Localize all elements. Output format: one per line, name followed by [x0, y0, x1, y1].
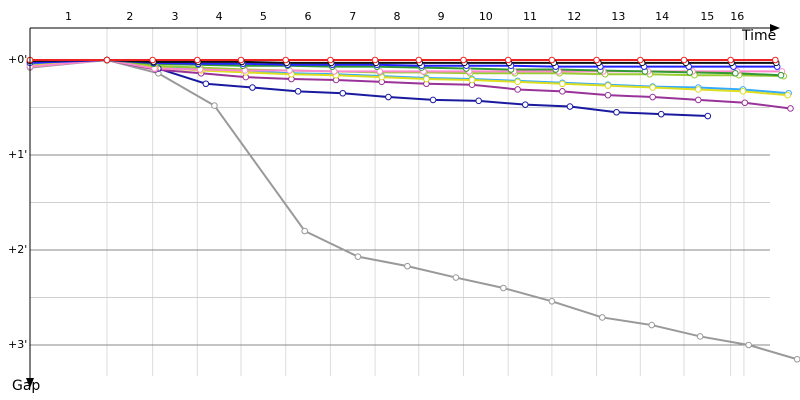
data-point: [559, 88, 566, 95]
data-point: [423, 75, 430, 83]
data-point: [294, 88, 302, 95]
grid: [29, 28, 770, 376]
lap-label: 6: [305, 10, 312, 23]
data-point: [475, 97, 482, 105]
lap-label: 15: [700, 10, 714, 23]
data-point: [202, 80, 210, 88]
data-point: [415, 56, 423, 64]
data-point: [460, 56, 467, 64]
data-point: [696, 333, 704, 340]
data-point: [745, 341, 752, 349]
data-point: [211, 102, 218, 109]
data-point: [354, 253, 362, 260]
data-point: [649, 93, 656, 101]
data-point: [784, 91, 791, 99]
data-point: [593, 56, 600, 64]
data-point: [548, 56, 556, 64]
data-point: [686, 69, 694, 76]
data-point: [657, 110, 665, 118]
lap-label: 5: [260, 10, 267, 23]
y-tick-label: +3': [8, 338, 27, 351]
data-point: [694, 96, 702, 104]
lap-label: 14: [655, 10, 669, 23]
data-point: [648, 321, 656, 329]
lap-label: 13: [611, 10, 625, 23]
y-tick-label: +0': [8, 53, 27, 66]
lap-label: 11: [523, 10, 537, 23]
y-axis-arrow: [26, 378, 34, 388]
data-point: [376, 68, 384, 75]
y-tick-label: +2': [8, 243, 27, 256]
data-point: [237, 56, 245, 64]
data-point: [339, 89, 347, 97]
x-axis-label: Time: [741, 28, 776, 44]
data-point: [282, 56, 290, 64]
data-point: [301, 227, 309, 235]
data-point: [793, 355, 800, 363]
data-point: [514, 86, 521, 93]
lap-label: 12: [567, 10, 581, 23]
x-axis-arrow: [770, 24, 780, 32]
lap-label: 4: [216, 10, 223, 23]
data-point: [149, 56, 156, 64]
lap-label: 7: [349, 10, 356, 23]
data-point: [604, 82, 612, 89]
data-point: [371, 56, 379, 64]
data-point: [771, 56, 779, 64]
data-point: [385, 93, 392, 101]
data-point: [704, 112, 712, 120]
lap-label: 10: [479, 10, 493, 23]
data-point: [649, 84, 656, 91]
lap-label: 3: [171, 10, 178, 23]
data-point: [500, 284, 507, 292]
data-point: [194, 56, 201, 64]
lap-label: 1: [65, 10, 72, 23]
data-point: [727, 56, 734, 64]
data-point: [521, 101, 529, 108]
data-point: [636, 56, 644, 64]
data-point: [429, 96, 437, 104]
data-point: [732, 70, 739, 77]
data-point: [559, 80, 566, 88]
data-point: [739, 88, 747, 95]
data-point: [741, 99, 749, 107]
data-point: [504, 56, 512, 64]
data-point: [249, 84, 256, 91]
data-point: [468, 76, 476, 84]
y-tick-label: +1': [8, 148, 27, 161]
data-point: [404, 262, 411, 270]
data-point: [566, 103, 574, 110]
data-point: [777, 71, 785, 79]
lap-label: 8: [393, 10, 400, 23]
series-line: [29, 58, 798, 361]
lap-label: 2: [126, 10, 133, 23]
lap-label: 16: [730, 10, 744, 23]
data-point: [548, 298, 556, 305]
y-axis-label: Gap: [12, 378, 40, 394]
data-point: [514, 78, 521, 86]
data-point: [680, 56, 688, 64]
data-point: [787, 105, 794, 112]
data-point: [103, 56, 111, 64]
lap-label: 9: [438, 10, 445, 23]
data-point: [598, 314, 606, 321]
data-point: [327, 56, 334, 64]
data-point: [604, 91, 612, 99]
data-point: [613, 108, 620, 116]
data-point: [452, 274, 460, 281]
data-point: [694, 86, 702, 93]
